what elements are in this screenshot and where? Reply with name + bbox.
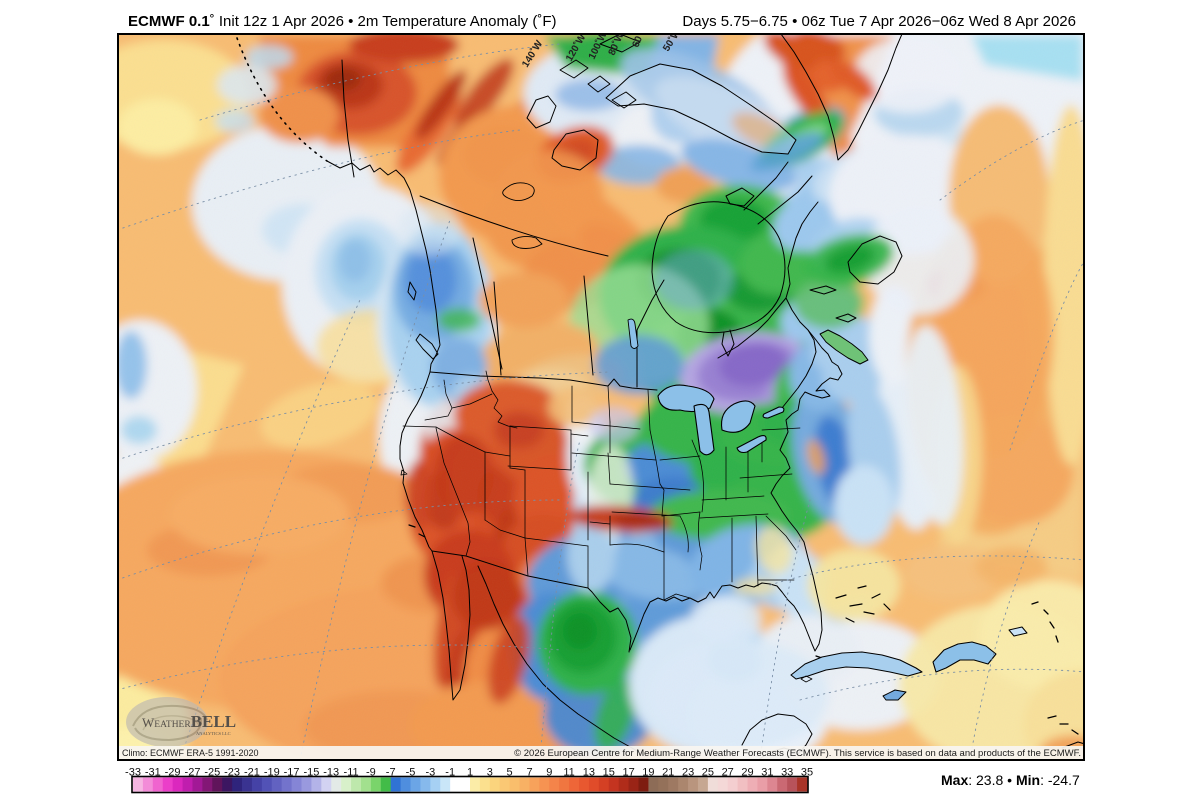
svg-text:1: 1 [467, 767, 473, 779]
svg-text:-27: -27 [185, 767, 201, 779]
svg-text:-15: -15 [303, 767, 319, 779]
svg-text:-33: -33 [125, 767, 141, 779]
svg-text:13: 13 [583, 767, 595, 779]
svg-text:© 2026 European Centre for Med: © 2026 European Centre for Medium-Range … [514, 748, 1081, 759]
svg-text:-11: -11 [344, 767, 359, 779]
svg-text:15: 15 [603, 767, 615, 779]
svg-text:7: 7 [526, 767, 532, 779]
svg-text:-7: -7 [386, 767, 396, 779]
svg-text:-23: -23 [224, 767, 240, 779]
svg-text:-21: -21 [244, 767, 260, 779]
svg-text:-25: -25 [204, 767, 220, 779]
svg-text:-13: -13 [323, 767, 339, 779]
svg-text:ANALYTICS LLC: ANALYTICS LLC [196, 731, 231, 736]
svg-text:-17: -17 [284, 767, 300, 779]
svg-text:33: 33 [781, 767, 793, 779]
svg-text:-3: -3 [426, 767, 436, 779]
svg-text:-1: -1 [445, 767, 455, 779]
svg-text:9: 9 [546, 767, 552, 779]
svg-text:35: 35 [801, 767, 813, 779]
svg-text:-19: -19 [264, 767, 280, 779]
svg-text:23: 23 [682, 767, 694, 779]
svg-text:5: 5 [507, 767, 513, 779]
svg-text:-5: -5 [406, 767, 416, 779]
svg-text:-31: -31 [145, 767, 161, 779]
svg-text:-9: -9 [366, 767, 376, 779]
svg-text:Climo: ECMWF ERA-5 1991-2020: Climo: ECMWF ERA-5 1991-2020 [122, 748, 259, 758]
svg-text:3: 3 [487, 767, 493, 779]
svg-text:19: 19 [642, 767, 654, 779]
svg-text:17: 17 [622, 767, 634, 779]
svg-text:29: 29 [741, 767, 753, 779]
svg-text:21: 21 [662, 767, 674, 779]
svg-text:-29: -29 [165, 767, 181, 779]
svg-text:27: 27 [722, 767, 734, 779]
svg-text:25: 25 [702, 767, 714, 779]
svg-text:31: 31 [761, 767, 773, 779]
svg-text:11: 11 [563, 767, 574, 779]
